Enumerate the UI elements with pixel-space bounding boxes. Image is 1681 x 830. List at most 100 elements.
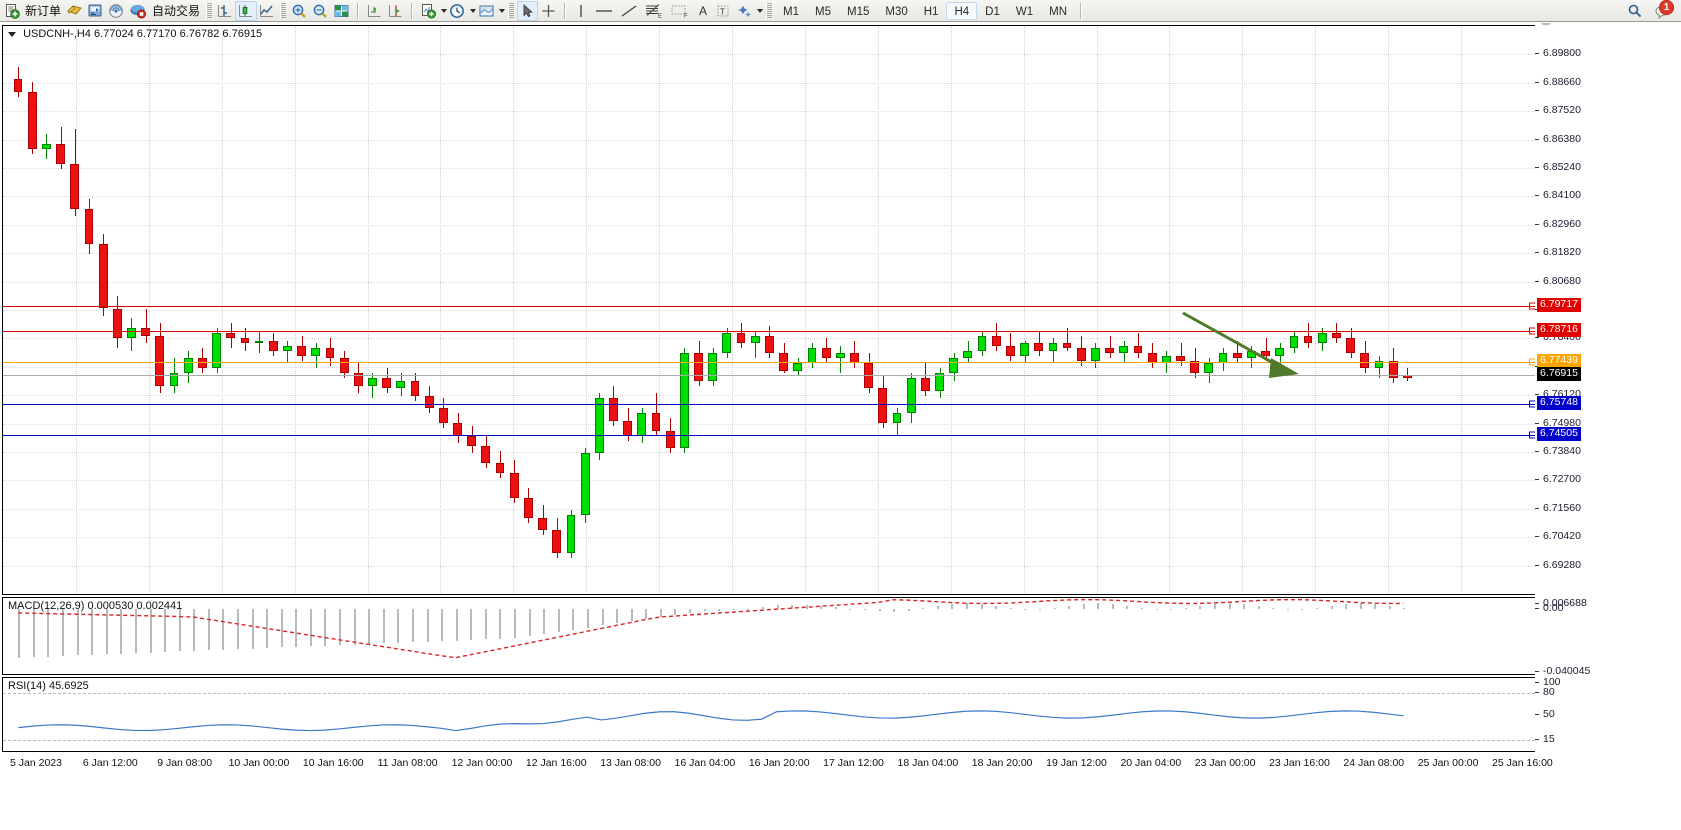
grid-line-horizontal (3, 452, 1535, 453)
macd-pane[interactable]: MACD(12,26,9) 0.000530 0.002441 (2, 597, 1535, 675)
vline-icon[interactable] (571, 1, 591, 21)
candle-body (765, 335, 774, 354)
search-icon[interactable] (1625, 1, 1645, 21)
terminal-icon[interactable] (85, 1, 106, 21)
price-level-line-pivot[interactable] (3, 362, 1535, 364)
grid-line-horizontal (3, 395, 1535, 397)
collapse-triangle-icon[interactable] (8, 31, 16, 37)
candle-body (169, 373, 179, 386)
candle-body (1091, 348, 1100, 361)
autotrading-icon[interactable] (127, 1, 149, 21)
price-level-line-resistance[interactable] (3, 330, 1535, 332)
time-axis[interactable]: 5 Jan 2023 6 Jan 12:00 9 Jan 08:00 10 Jan 0… (2, 754, 1553, 776)
price-axis-tick: 6.73840 (1535, 445, 1581, 457)
chevron-down-icon[interactable] (470, 8, 477, 13)
shapes-icon[interactable] (733, 1, 755, 21)
chevron-down-icon[interactable] (499, 8, 506, 13)
candle-body (1133, 345, 1143, 354)
channel-icon[interactable]: F (667, 1, 693, 21)
timeframe-h1[interactable]: H1 (923, 5, 939, 18)
timeframe-m5[interactable]: M5 (815, 5, 831, 18)
algo-icon[interactable] (64, 1, 85, 21)
price-tag-support[interactable]: 6.74505 (1537, 427, 1581, 442)
crosshair-icon[interactable] (538, 1, 559, 21)
new-order-icon[interactable] (2, 1, 22, 21)
text-icon[interactable]: A (699, 3, 708, 18)
price-axis[interactable]: 6.89800 6.88660 6.87520 6.86380 6.85240 6.841… (1535, 25, 1681, 595)
candle-body (453, 423, 462, 436)
macd-axis[interactable]: 0.006688 0.00 -0.040045 (1535, 597, 1681, 677)
candle-wick (1266, 338, 1267, 361)
rsi-axis[interactable]: 100 80 50 15 (1535, 676, 1681, 752)
chevron-down-icon[interactable] (757, 8, 764, 13)
macd-histogram-bar (354, 608, 356, 645)
grid-icon[interactable] (331, 1, 352, 21)
autoscroll-icon[interactable] (364, 1, 385, 21)
price-level-line-support[interactable] (3, 404, 1535, 406)
timeframe-w1[interactable]: W1 (1015, 5, 1034, 18)
macd-histogram-bar (747, 608, 749, 610)
label-icon[interactable]: T (713, 1, 733, 21)
macd-histogram-bar (1185, 607, 1187, 609)
rsi-pane[interactable]: RSI(14) 45.6925 (2, 677, 1535, 752)
candle-wick (1181, 343, 1182, 366)
indicators-icon[interactable] (418, 1, 439, 21)
price-level-line-resistance[interactable] (3, 305, 1535, 307)
chart-area[interactable]: USDCNH-,H4 6.77024 6.77170 6.76782 6.769… (0, 23, 1681, 830)
time-axis-label: 11 Jan 08:00 (377, 757, 438, 769)
timeframe-mn[interactable]: MN (1049, 5, 1067, 18)
periods-icon[interactable] (447, 1, 468, 21)
macd-histogram-bar (616, 608, 618, 624)
timeframe-m15[interactable]: M15 (847, 5, 870, 18)
bar-chart-icon[interactable] (215, 1, 235, 21)
candle-wick (1308, 323, 1309, 349)
candle-body (623, 420, 633, 436)
fibo-icon[interactable]: E (641, 1, 667, 21)
chart-shift-icon[interactable] (385, 1, 406, 21)
cursor-icon[interactable] (517, 0, 539, 21)
price-tag-resistance[interactable]: 6.79717 (1537, 297, 1581, 312)
zoom-in-icon[interactable] (289, 1, 310, 21)
timeframe-m1[interactable]: M1 (783, 5, 800, 18)
rsi-axis-tick: 50 (1535, 708, 1555, 720)
macd-histogram-bar (908, 608, 910, 611)
candle-body (1261, 350, 1270, 356)
price-axis-tick: 6.87520 (1535, 104, 1581, 116)
candle-body (1119, 345, 1129, 354)
macd-histogram-bar (310, 608, 312, 647)
price-tag-support[interactable]: 6.75748 (1537, 396, 1581, 411)
autotrading-label[interactable]: 自动交易 (152, 4, 201, 18)
macd-histogram-bar (164, 608, 166, 652)
line-chart-icon[interactable] (257, 1, 277, 21)
trendline-icon[interactable] (617, 1, 641, 21)
macd-histogram-bar (1214, 604, 1216, 609)
templates-icon[interactable] (476, 1, 497, 21)
price-tag-current-price[interactable]: 6.76915 (1537, 367, 1581, 382)
macd-histogram-bar (1229, 603, 1231, 609)
price-axis-tick: 6.85240 (1535, 161, 1581, 173)
price-pane[interactable]: USDCNH-,H4 6.77024 6.77170 6.76782 6.769… (2, 25, 1535, 595)
grid-line-horizontal (3, 480, 1535, 482)
chart-header-text: USDCNH-,H4 6.77024 6.77170 6.76782 6.769… (8, 28, 262, 40)
macd-histogram-bar (1345, 604, 1347, 609)
price-axis-tick: 6.82960 (1535, 218, 1581, 230)
candle-body (750, 335, 760, 344)
chevron-down-icon[interactable] (441, 8, 448, 13)
zoom-out-icon[interactable] (310, 1, 331, 21)
macd-histogram-bar (1272, 607, 1274, 609)
timeframe-d1[interactable]: D1 (985, 5, 1000, 18)
candle-body (949, 358, 959, 374)
price-tag-pivot[interactable]: 6.77439 (1537, 354, 1581, 369)
price-axis-tick: 6.80680 (1535, 275, 1581, 287)
candlestick-icon[interactable] (235, 0, 258, 21)
timeframe-h4[interactable]: H4 (946, 1, 978, 20)
hline-icon[interactable] (591, 1, 617, 21)
timeframe-m30[interactable]: M30 (885, 5, 908, 18)
notifications-icon[interactable]: 1 (1654, 0, 1674, 19)
price-level-line-support[interactable] (3, 435, 1535, 437)
candle-body (1289, 335, 1299, 349)
new-order-label[interactable]: 新订单 (25, 4, 62, 18)
price-tag-resistance[interactable]: 6.78716 (1537, 322, 1581, 337)
signal-icon[interactable] (106, 1, 127, 21)
price-level-line-current-price[interactable] (3, 375, 1535, 377)
